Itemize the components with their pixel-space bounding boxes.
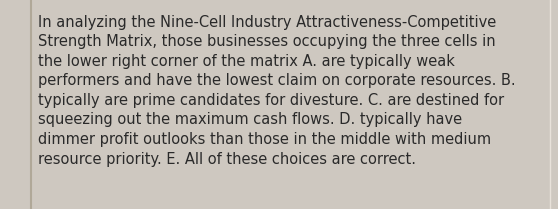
Text: In analyzing the Nine-Cell Industry Attractiveness-Competitive
Strength Matrix, : In analyzing the Nine-Cell Industry Attr… <box>38 15 516 167</box>
